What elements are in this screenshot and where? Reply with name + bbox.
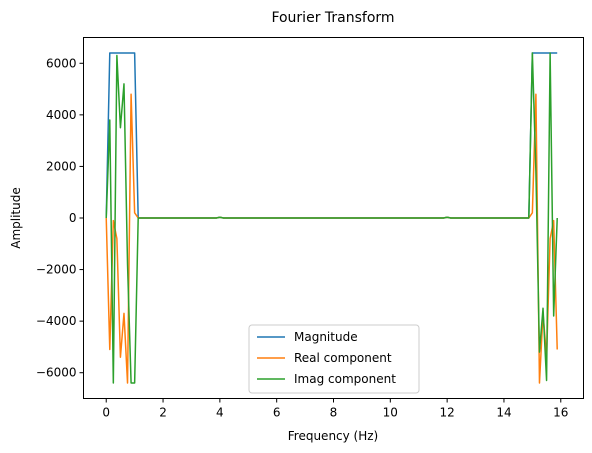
x-tick-label: 6: [273, 406, 281, 420]
y-tick-label: 2000: [46, 159, 77, 173]
legend-box: [248, 324, 420, 394]
chart-title: Fourier Transform: [271, 10, 394, 26]
y-axis: −6000 −4000 −2000 0 2000 4000 6000: [36, 56, 84, 380]
x-tick-label: 16: [553, 406, 568, 420]
x-tick-label: 14: [496, 406, 511, 420]
y-tick-label: 6000: [46, 56, 77, 70]
plot-area: [105, 52, 558, 384]
x-tick-label: 4: [216, 406, 224, 420]
x-tick-label: 2: [159, 406, 167, 420]
legend-label-1: Real component: [294, 351, 392, 365]
legend: Magnitude Real component Imag component: [248, 324, 420, 394]
x-axis-label: Frequency (Hz): [288, 429, 379, 443]
y-tick-label: −4000: [36, 314, 77, 328]
y-tick-label: 4000: [46, 108, 77, 122]
legend-label-0: Magnitude: [294, 330, 358, 344]
x-tick-label: 10: [383, 406, 398, 420]
series-line-2: [105, 52, 558, 384]
y-tick-label: −6000: [36, 366, 77, 380]
legend-label-2: Imag component: [294, 372, 396, 386]
y-axis-label: Amplitude: [9, 187, 23, 249]
x-tick-label: 8: [330, 406, 338, 420]
y-tick-label: −2000: [36, 263, 77, 277]
series-line-0: [105, 52, 558, 219]
x-tick-label: 12: [439, 406, 454, 420]
x-axis: 0 2 4 6 8 10 12 14 16: [102, 398, 568, 420]
y-tick-label: 0: [69, 211, 77, 225]
x-tick-label: 0: [102, 406, 110, 420]
